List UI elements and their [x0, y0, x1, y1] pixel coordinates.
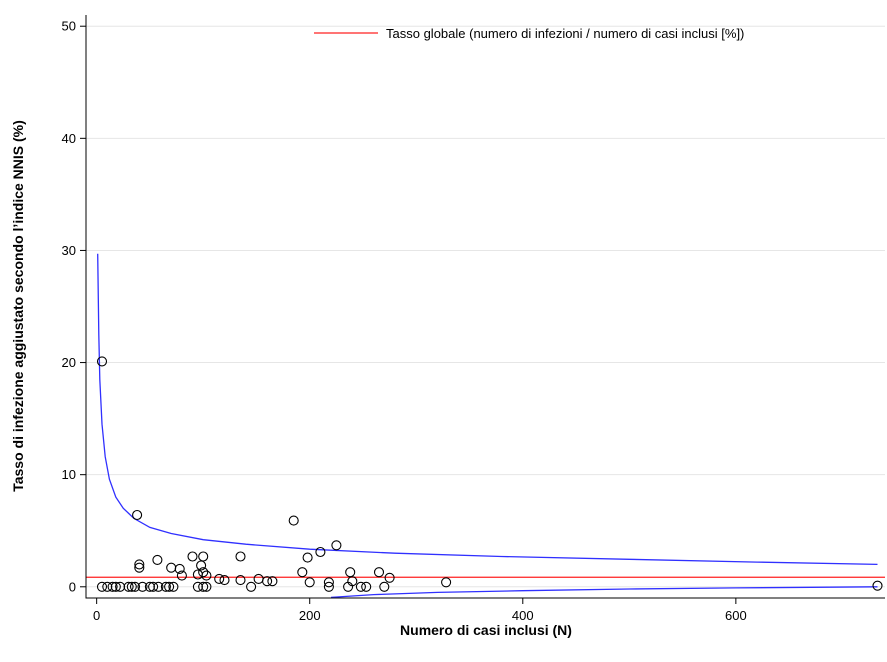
data-point-19 [201, 570, 212, 581]
data-point-58 [872, 580, 883, 591]
y-tick-label-20: 20 [62, 355, 76, 370]
tick-labels: 0 10 20 30 40 50 0 200 400 600 [62, 19, 747, 623]
data-point-10 [152, 554, 163, 565]
data-point-50 [198, 581, 209, 592]
data-point-16 [198, 567, 209, 578]
data-point-52 [246, 581, 257, 592]
data-point-28 [267, 576, 278, 587]
data-point-51 [201, 581, 212, 592]
plot-series [86, 253, 885, 599]
data-point-5 [315, 546, 326, 558]
data-point-54 [343, 581, 354, 592]
data-point-36 [107, 581, 118, 592]
y-tick-label-50: 50 [62, 19, 76, 34]
data-point-11 [134, 559, 145, 570]
data-point-41 [129, 581, 141, 592]
data-point-2 [132, 509, 143, 521]
data-point-40 [126, 581, 137, 592]
data-point-53 [323, 581, 334, 592]
data-point-29 [304, 577, 315, 588]
data-point-22 [373, 567, 385, 578]
data-point-9 [302, 552, 313, 563]
data-point-33 [441, 577, 452, 588]
upper-control-limit [97, 253, 878, 566]
data-point-4 [331, 540, 342, 551]
y-tick-label-40: 40 [62, 131, 76, 146]
data-point-30 [323, 577, 334, 588]
x-tick-label-600: 600 [725, 608, 747, 623]
data-point-34 [96, 581, 108, 592]
scatter-points [96, 356, 883, 592]
data-point-3 [288, 515, 299, 526]
x-tick-label-200: 200 [299, 608, 321, 623]
data-point-12 [134, 562, 145, 573]
data-point-56 [361, 581, 372, 592]
data-point-23 [214, 573, 225, 584]
data-point-48 [168, 581, 179, 592]
data-point-25 [235, 575, 246, 586]
data-point-39 [123, 581, 134, 592]
x-axis-title: Numero di casi inclusi (N) [400, 622, 572, 638]
x-tick-label-0: 0 [93, 608, 100, 623]
y-axis-title: Tasso di infezione aggiustato secondo l’… [10, 120, 26, 492]
data-point-1 [96, 356, 108, 367]
data-point-27 [262, 576, 273, 587]
data-point-57 [379, 581, 390, 592]
data-point-20 [297, 567, 308, 578]
data-point-45 [153, 581, 164, 592]
data-point-21 [345, 567, 356, 578]
axes [80, 15, 885, 604]
data-point-37 [110, 581, 121, 592]
data-point-6 [235, 551, 246, 562]
y-tick-label-0: 0 [69, 579, 76, 594]
data-point-32 [384, 572, 395, 583]
data-point-26 [253, 573, 264, 584]
data-point-13 [196, 560, 207, 571]
data-point-8 [198, 551, 209, 562]
y-tick-label-30: 30 [62, 243, 76, 258]
legend-label-overall-rate: Tasso globale (numero di infezioni / num… [386, 26, 744, 41]
y-tick-label-10: 10 [62, 467, 76, 482]
data-point-46 [160, 581, 171, 592]
data-point-55 [355, 581, 366, 592]
data-point-47 [164, 581, 175, 592]
data-point-44 [148, 581, 159, 592]
data-point-17 [176, 570, 187, 581]
data-point-24 [219, 575, 230, 586]
data-point-7 [187, 551, 198, 562]
grid-lines [86, 25, 885, 588]
x-tick-label-400: 400 [512, 608, 534, 623]
data-point-42 [137, 581, 148, 592]
data-point-15 [174, 563, 185, 574]
lower-control-limit [330, 586, 878, 599]
legend: Tasso globale (numero di infezioni / num… [314, 26, 744, 41]
data-point-14 [166, 562, 177, 573]
